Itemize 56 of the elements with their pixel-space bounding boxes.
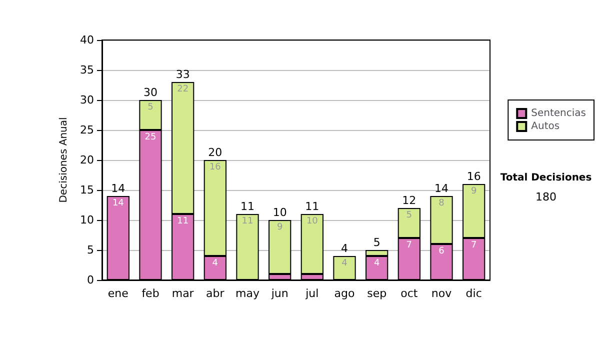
total-label: 30 [144, 86, 158, 99]
total-label: 5 [373, 236, 380, 249]
y-tick-label: 15 [80, 184, 94, 196]
data-label: 11 [242, 216, 254, 226]
data-label: 11 [177, 216, 189, 226]
data-label: 4 [212, 258, 218, 268]
data-label: 4 [374, 258, 380, 268]
data-label: 8 [438, 198, 445, 208]
data-label: 7 [406, 240, 412, 250]
total-label: 4 [341, 242, 348, 255]
data-label: 9 [276, 222, 283, 232]
y-tick-label: 5 [87, 244, 94, 256]
x-tick-label: dic [466, 287, 482, 300]
total-label: 20 [208, 146, 222, 159]
data-label: 6 [438, 246, 445, 256]
data-label: 22 [177, 84, 189, 94]
legend-label: Sentencias [531, 108, 586, 119]
total-label: 16 [466, 170, 481, 183]
x-tick-label: ago [334, 287, 355, 300]
total-label: 14 [111, 182, 126, 195]
data-label: 9 [470, 186, 477, 196]
y-tick-label: 40 [80, 34, 94, 46]
x-tick-label: abr [206, 287, 225, 300]
data-label: 14 [112, 198, 124, 208]
x-tick-label: may [236, 287, 260, 300]
total-label: 10 [272, 206, 287, 219]
total-label: 11 [240, 200, 254, 213]
total-label: 11 [305, 200, 320, 213]
data-label: 4 [342, 258, 348, 268]
y-tick-label: 10 [80, 214, 94, 226]
total-label: 12 [402, 194, 416, 207]
x-tick-label: nov [431, 287, 452, 300]
x-tick-label: oct [400, 287, 418, 300]
data-label: 5 [148, 102, 154, 112]
text: 180 [536, 190, 556, 204]
y-tick-label: 20 [80, 154, 94, 166]
y-axis-title: Decisiones Anual [58, 117, 70, 203]
x-tick-label: ene [108, 287, 129, 300]
x-tick-label: jul [304, 287, 319, 300]
y-tick-label: 30 [80, 94, 94, 106]
y-tick-label: 35 [80, 64, 94, 76]
x-tick-label: mar [172, 287, 194, 300]
y-tick-label: 25 [80, 124, 94, 136]
y-tick-label: 0 [87, 274, 94, 286]
data-label: 25 [144, 132, 156, 142]
data-label: 7 [470, 240, 477, 250]
total-label: 33 [176, 68, 190, 81]
x-tick-label: feb [142, 287, 160, 300]
data-label: 5 [406, 210, 412, 220]
data-label: 10 [306, 216, 318, 226]
legend-label: Autos [531, 121, 560, 132]
x-tick-label: sep [367, 287, 387, 300]
data-label: 16 [209, 162, 222, 172]
total-label: 14 [434, 182, 448, 195]
x-tick-label: jun [270, 287, 288, 300]
text: Total Decisiones [500, 172, 592, 184]
